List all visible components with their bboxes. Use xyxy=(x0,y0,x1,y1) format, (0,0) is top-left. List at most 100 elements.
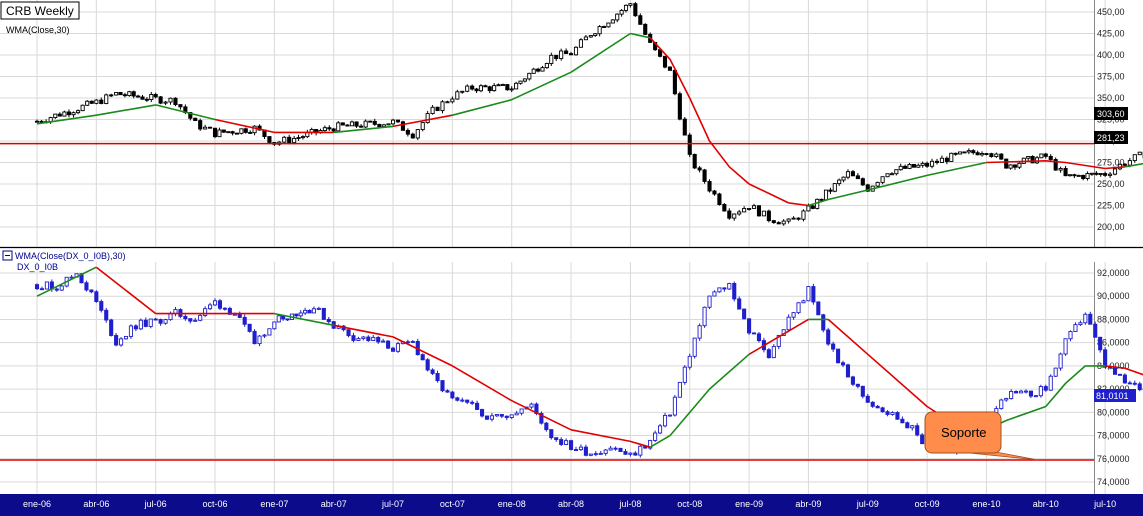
candle-body xyxy=(712,190,717,195)
top-wma-red-line xyxy=(214,37,1125,207)
candle-body xyxy=(603,449,608,454)
candle-body xyxy=(1098,336,1103,351)
candle-body xyxy=(1026,156,1031,159)
candle-body xyxy=(193,319,198,322)
y-tick-label: 275,00 xyxy=(1097,158,1125,168)
candle-body xyxy=(212,300,218,306)
candle-body xyxy=(608,447,613,451)
candle-body xyxy=(722,287,727,290)
candle-body xyxy=(717,193,722,205)
candle-body xyxy=(1043,386,1048,391)
candle-body xyxy=(890,412,895,415)
candle-body xyxy=(1076,174,1081,177)
candle-body xyxy=(54,288,59,291)
y-tick-label: 76,0000 xyxy=(1097,454,1130,464)
candle-body xyxy=(478,85,484,92)
candle-body xyxy=(727,283,732,290)
candle-body xyxy=(1137,151,1142,156)
candle-body xyxy=(1088,313,1093,325)
candle-body xyxy=(531,68,536,74)
candle-body xyxy=(791,312,796,318)
candle-body xyxy=(1127,382,1132,385)
candle-body xyxy=(140,96,145,100)
candle-body xyxy=(133,325,138,330)
x-tick-label: ene-10 xyxy=(972,499,1000,509)
candle-body xyxy=(109,319,114,336)
candle-body xyxy=(1038,386,1043,397)
candle-body xyxy=(109,94,114,97)
candle-body xyxy=(610,19,615,24)
candle-body xyxy=(1081,174,1086,179)
support-annotation[interactable]: Soporte xyxy=(924,411,1039,461)
candle-body xyxy=(85,100,90,106)
top-panel: 200,00225,00250,00275,00300,00325,00350,… xyxy=(0,0,1143,247)
candle-body xyxy=(153,94,158,98)
candle-body xyxy=(559,50,564,60)
candle-body xyxy=(1073,324,1078,333)
candle-body xyxy=(999,153,1004,160)
candle-body xyxy=(756,333,762,342)
candle-body xyxy=(193,117,198,122)
candle-body xyxy=(1103,173,1108,176)
candle-body xyxy=(499,414,504,417)
y-tick-label: 375,00 xyxy=(1097,72,1125,82)
candle-body xyxy=(569,53,574,56)
candle-body xyxy=(747,318,752,334)
candle-body xyxy=(1108,173,1113,176)
candle-body xyxy=(372,120,377,125)
x-tick-label: abr-09 xyxy=(795,499,821,509)
candle-body xyxy=(1004,398,1009,401)
candle-body xyxy=(549,429,554,439)
candle-body xyxy=(672,396,677,416)
candle-body xyxy=(405,341,410,344)
candle-body xyxy=(865,184,870,192)
candle-body xyxy=(1012,164,1018,168)
candle-body xyxy=(303,309,308,314)
candle-body xyxy=(707,181,712,192)
candle-body xyxy=(94,99,99,104)
y-tick-label: 225,00 xyxy=(1097,201,1125,211)
candle-body xyxy=(677,93,682,120)
chart-title: CRB Weekly xyxy=(6,4,74,18)
candle-body xyxy=(322,127,327,131)
y-tick-label: 400,00 xyxy=(1097,50,1125,60)
candle-body xyxy=(559,439,564,445)
candle-body xyxy=(903,165,908,169)
candle-body xyxy=(1089,172,1094,175)
candle-body xyxy=(819,198,824,201)
candle-body xyxy=(487,86,492,92)
candle-body xyxy=(484,415,490,420)
candle-body xyxy=(667,66,673,71)
candle-body xyxy=(460,90,465,93)
candle-body xyxy=(371,336,376,342)
x-tick-label: jul-06 xyxy=(144,499,167,509)
candle-body xyxy=(1132,382,1137,385)
candle-body xyxy=(732,283,737,300)
candle-body xyxy=(801,300,806,304)
y-tick-label: 84,0000 xyxy=(1097,361,1130,371)
candle-body xyxy=(855,383,860,387)
candle-body xyxy=(593,33,598,37)
candle-body xyxy=(345,124,350,127)
candle-body xyxy=(944,157,949,162)
candle-body xyxy=(1067,174,1073,177)
candle-body xyxy=(390,347,396,352)
candle-body xyxy=(613,447,618,450)
x-tick-label: oct-07 xyxy=(440,499,465,509)
candle-body xyxy=(569,440,574,450)
candle-body xyxy=(638,445,643,456)
candle-body xyxy=(316,307,321,310)
candle-body xyxy=(618,447,623,452)
candle-body xyxy=(905,422,910,429)
candle-body xyxy=(208,126,213,129)
candle-body xyxy=(1122,374,1127,384)
candle-body xyxy=(267,136,272,143)
candle-body xyxy=(415,129,420,139)
candle-body xyxy=(460,399,465,402)
candle-body xyxy=(144,98,149,101)
y-tick-label: 74,0000 xyxy=(1097,477,1130,487)
candle-body xyxy=(771,346,776,359)
candle-body xyxy=(509,414,514,418)
candle-body xyxy=(677,381,682,398)
candle-body xyxy=(544,63,549,69)
